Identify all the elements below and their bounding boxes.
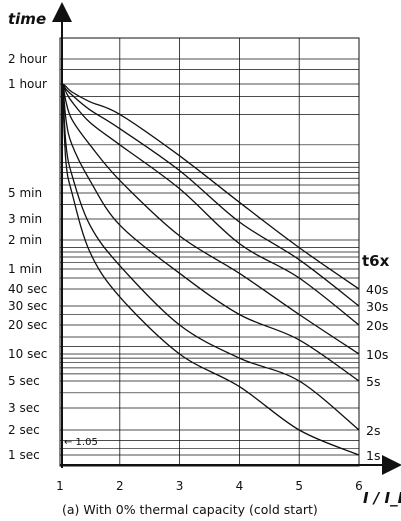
curve-label-1s: 1s (366, 448, 380, 463)
y-tick-label: 30 sec (8, 299, 47, 313)
x-tick-label: 1 (56, 479, 64, 493)
y-tick-label: 10 sec (8, 347, 47, 361)
y-tick-label: 3 min (8, 212, 42, 226)
curve-5s (62, 83, 360, 382)
legend-title: t6x (362, 252, 390, 270)
x-tick-label: 2 (116, 479, 124, 493)
x-tick-labels: 1 2 3 4 5 6 (56, 479, 363, 493)
y-tick-label: 5 min (8, 186, 42, 200)
curve-label-5s: 5s (366, 374, 380, 389)
curve-30s (62, 83, 360, 307)
y-tick-label: 1 hour (8, 77, 47, 91)
curve-label-40s: 40s (366, 282, 388, 297)
curve-10s (62, 83, 360, 355)
y-tick-label: 2 min (8, 233, 42, 247)
y-tick-labels: 2 hour 1 hour 5 min 3 min 2 min 1 min 40 sec 30… (8, 52, 47, 462)
y-tick-label: 5 sec (8, 374, 40, 388)
curve-label-20s: 20s (366, 318, 388, 333)
y-tick-label: 20 sec (8, 318, 47, 332)
y-tick-label: 40 sec (8, 282, 47, 296)
y-axis-title: time (8, 10, 46, 28)
x-tick-label: 4 (236, 479, 244, 493)
curves (62, 83, 360, 456)
x-tick-label: 6 (355, 479, 363, 493)
y-tick-label: 2 hour (8, 52, 47, 66)
grid (59, 37, 360, 467)
axes (52, 2, 401, 475)
x-axis-title: I / I_B (363, 489, 401, 507)
y-tick-label: 3 sec (8, 401, 40, 415)
x-tick-label: 5 (295, 479, 303, 493)
x-tick-label: 3 (176, 479, 184, 493)
curve-label-30s: 30s (366, 299, 388, 314)
curve-20s (62, 83, 360, 326)
curve-2s (62, 91, 360, 431)
curve-40s (62, 83, 360, 290)
figure-caption: (a) With 0% thermal capacity (cold start… (62, 502, 318, 517)
y-tick-label: 2 sec (8, 423, 40, 437)
curve-label-2s: 2s (366, 423, 380, 438)
y-tick-label: 1 sec (8, 448, 40, 462)
curve-label-10s: 10s (366, 347, 388, 362)
curve-1s (62, 101, 360, 456)
curve-labels: 1s 2s 5s 10s 20s 30s 40s (366, 282, 388, 463)
y-tick-label: 1 min (8, 262, 42, 276)
annotation-1-05: ← 1.05 (64, 437, 98, 448)
